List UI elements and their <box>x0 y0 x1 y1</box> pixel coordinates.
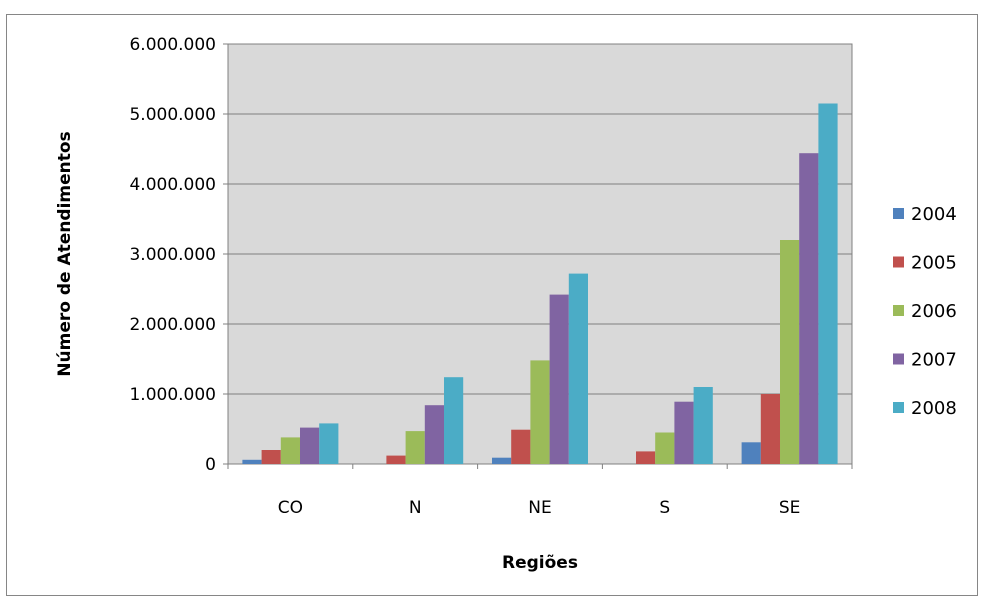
legend-swatch-2008 <box>893 402 904 413</box>
bar-2007-CO <box>300 427 320 464</box>
x-axis-ticks: CO N NE S SE <box>227 464 853 518</box>
bar-2007-NE <box>549 294 569 464</box>
bar-2004-CO <box>242 459 262 464</box>
bar-2005-SE <box>760 394 780 464</box>
legend-swatch-2005 <box>893 256 904 268</box>
bar-2008-N <box>444 377 464 464</box>
legend-label-2006: 2006 <box>911 301 957 322</box>
y-tick-label: 6.000.000 <box>129 35 216 55</box>
legend-label-2004: 2004 <box>911 204 957 225</box>
legend-label-2007: 2007 <box>911 350 957 371</box>
legend-swatch-2007 <box>893 353 904 365</box>
y-tick-label: 1.000.000 <box>129 385 216 405</box>
bar-2006-SE <box>780 240 800 464</box>
y-tick-label: 2.000.000 <box>129 315 216 335</box>
x-tick-label: S <box>659 498 670 518</box>
x-tick-label: CO <box>278 498 303 518</box>
x-tick-label: NE <box>528 498 551 518</box>
bar-2007-SE <box>799 153 819 464</box>
bar-2006-CO <box>280 437 300 464</box>
bar-2005-NE <box>511 429 531 464</box>
y-axis-title: Número de Atendimentos <box>55 131 75 376</box>
bar-2008-NE <box>568 273 588 464</box>
bar-2005-CO <box>261 450 281 464</box>
y-tick-label: 5.000.000 <box>129 105 216 125</box>
bar-2006-N <box>405 431 425 464</box>
bar-2008-SE <box>818 103 838 464</box>
legend-swatch-2006 <box>893 305 904 316</box>
bar-2005-S <box>636 451 656 464</box>
y-axis-ticks: 0 1.000.000 2.000.000 3.000.000 4.000.000 5.0… <box>129 35 228 475</box>
legend-swatch-2004 <box>893 208 904 219</box>
bar-2008-S <box>693 387 713 464</box>
bar-2005-N <box>386 455 406 464</box>
legend-label-2008: 2008 <box>911 398 957 419</box>
x-tick-label: SE <box>779 498 801 518</box>
bar-2006-S <box>655 432 675 464</box>
bar-2007-N <box>424 405 444 464</box>
x-tick-label: N <box>409 498 422 518</box>
y-tick-label: 0 <box>205 455 216 475</box>
x-axis-title: Regiões <box>502 553 578 573</box>
y-tick-label: 3.000.000 <box>129 245 216 265</box>
bar-2004-SE <box>741 442 761 464</box>
legend: 2004 2005 2006 2007 2008 <box>893 204 957 419</box>
bar-2004-NE <box>492 457 512 464</box>
bars <box>242 103 838 464</box>
y-tick-label: 4.000.000 <box>129 175 216 195</box>
bar-2007-S <box>674 401 694 464</box>
bar-2006-NE <box>530 360 550 464</box>
bar-2008-CO <box>319 423 339 464</box>
legend-label-2005: 2005 <box>911 253 957 274</box>
